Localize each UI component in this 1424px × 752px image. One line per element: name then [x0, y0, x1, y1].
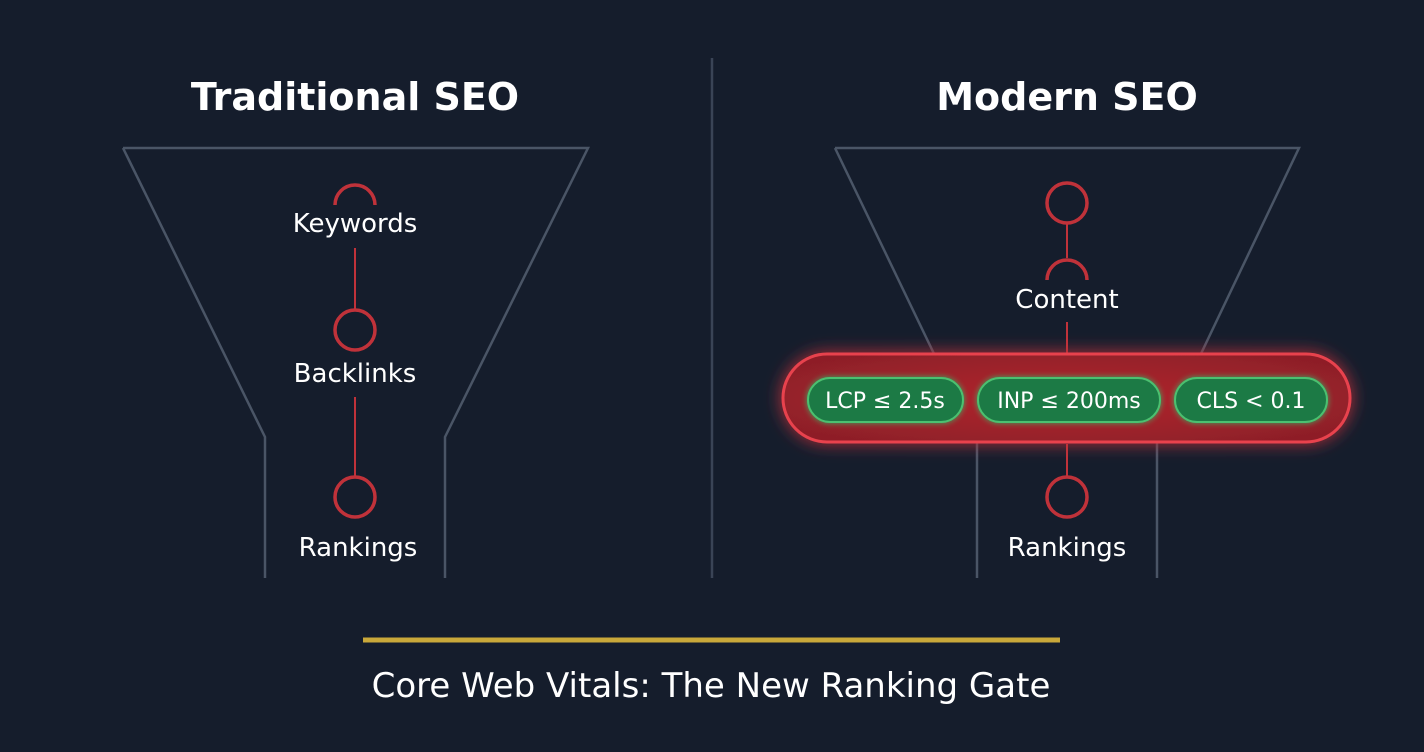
traditional-funnel — [121, 146, 591, 578]
modern-seo-title: Modern SEO — [936, 75, 1198, 119]
top-node-icon — [1045, 181, 1089, 225]
metric-pill-inp — [977, 377, 1161, 423]
stage-content: Content — [1015, 285, 1118, 315]
caption: Core Web Vitals: The New Ranking Gate — [372, 666, 1051, 706]
metric-lcp: LCP ≤ 2.5s — [825, 389, 945, 414]
traditional-seo-title: Traditional SEO — [191, 75, 519, 119]
backlinks-node-icon — [333, 308, 377, 352]
metric-cls: CLS < 0.1 — [1197, 389, 1306, 414]
keywords-node-icon — [333, 183, 377, 206]
content-node-icon — [1045, 258, 1089, 281]
modern-funnel — [833, 146, 1301, 578]
metric-pill-lcp — [807, 377, 964, 423]
stage-rankings: Rankings — [1008, 533, 1127, 563]
modern-seo-panel: Modern SEO Content LCP ≤ 2.5s INP ≤ 200m… — [781, 75, 1352, 578]
rankings-node-icon — [333, 475, 377, 519]
core-web-vitals-gate: LCP ≤ 2.5s INP ≤ 200ms CLS < 0.1 — [781, 352, 1352, 444]
stage-keywords: Keywords — [293, 209, 418, 239]
rankings-node-icon — [1045, 475, 1089, 519]
metric-inp: INP ≤ 200ms — [997, 389, 1141, 414]
traditional-seo-panel: Traditional SEO Keywords Backlinks Ranki… — [121, 75, 591, 578]
stage-rankings: Rankings — [299, 533, 418, 563]
metric-pill-cls — [1174, 377, 1328, 423]
stage-backlinks: Backlinks — [294, 359, 417, 389]
